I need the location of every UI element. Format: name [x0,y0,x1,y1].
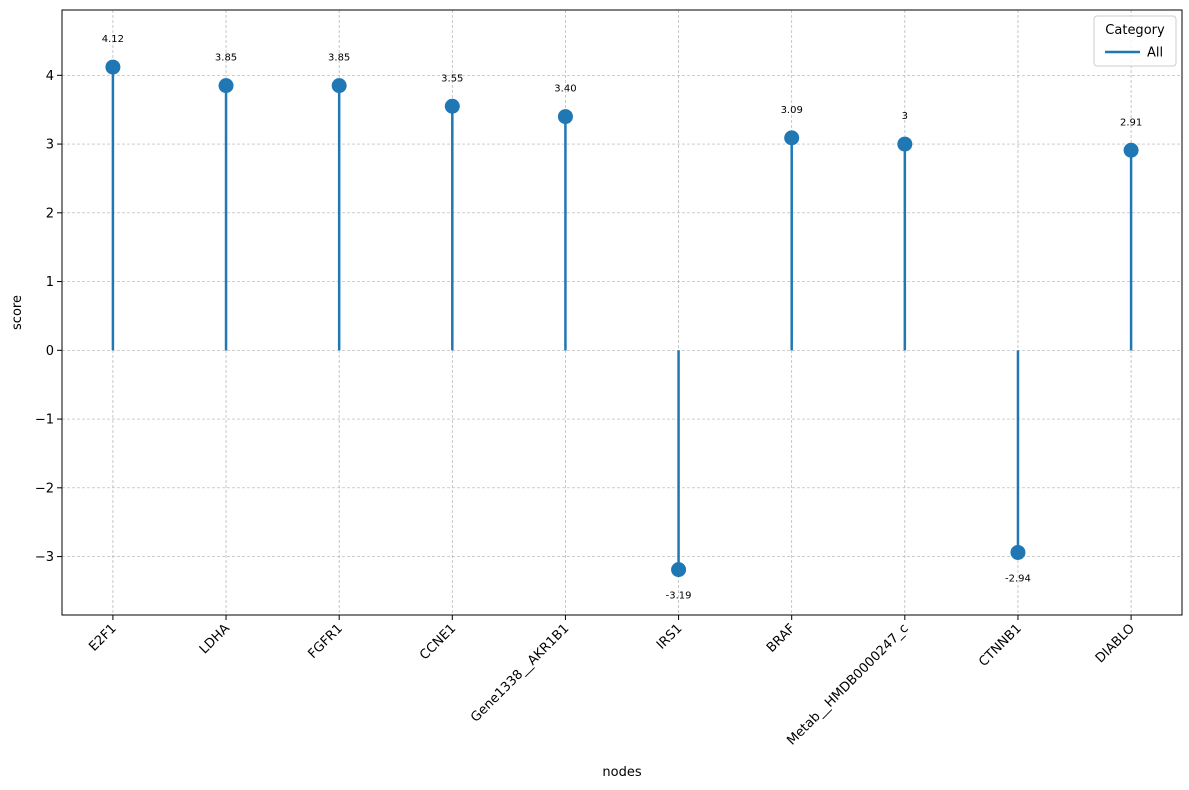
marker [1010,544,1026,560]
x-tick-label: E2F1 [86,621,119,654]
x-tick-label: BRAF [764,621,799,656]
y-axis-ticks: −3 −2 −1 0 1 2 3 4 [35,69,62,565]
markers [105,59,1139,578]
grid-lines [62,10,1182,615]
marker [1123,142,1139,158]
y-tick-label: −2 [35,481,54,496]
data-label: -3.19 [666,591,692,602]
marker [218,78,234,94]
marker [331,78,347,94]
x-tick-label: DIABLO [1093,621,1138,666]
data-label: 3.85 [215,53,237,64]
y-tick-label: 0 [46,344,54,359]
x-tick-label: FGFR1 [305,621,346,662]
y-axis-title: score [10,295,25,330]
x-axis-title: nodes [602,765,641,780]
stems [111,67,1133,570]
marker [105,59,121,75]
plot-frame [61,9,1183,616]
x-tick-label: CCNE1 [417,621,459,663]
marker [671,562,687,578]
x-tick-label: IRS1 [654,621,685,652]
data-labels: 4.12 3.85 3.85 3.55 3.40 -3.19 3.09 3 -2.94 2.91 [102,34,1142,602]
y-tick-label: 1 [46,275,54,290]
y-tick-label: 2 [46,206,54,221]
legend: Category All [1093,15,1177,67]
data-label: 2.91 [1120,117,1142,128]
x-tick-label: Metab__HMDB0000247_c [784,621,911,748]
y-tick-label: 4 [46,69,54,84]
marker [444,98,460,114]
marker [784,130,800,146]
x-tick-label: CTNNB1 [976,621,1025,670]
marker [557,109,573,125]
legend-box [1093,15,1177,67]
x-axis-ticks: E2F1 LDHA FGFR1 CCNE1 Gene1338__AKR1B1 IRS1 BR… [86,615,1138,749]
data-label: 4.12 [102,34,124,45]
data-label: 3.09 [781,105,803,116]
data-label: 3.85 [328,53,350,64]
y-tick-label: −3 [35,550,54,565]
y-tick-label: −1 [35,413,54,428]
marker [897,136,913,152]
legend-title: Category [1105,23,1165,38]
legend-entry-label: All [1147,46,1163,61]
data-label: 3.55 [441,73,463,84]
data-label: 3 [902,111,908,122]
data-label: -2.94 [1005,573,1031,584]
data-label: 3.40 [554,84,576,95]
y-tick-label: 3 [46,138,54,153]
x-tick-label: Gene1338__AKR1B1 [468,621,572,725]
x-tick-label: LDHA [197,621,233,657]
